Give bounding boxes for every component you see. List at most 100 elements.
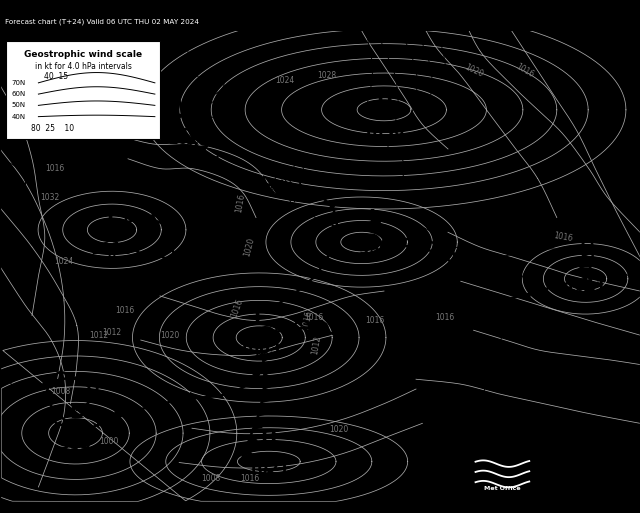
Polygon shape (323, 257, 334, 264)
Text: 1016: 1016 (229, 298, 244, 319)
Text: L: L (182, 98, 195, 117)
Text: 1012: 1012 (310, 335, 323, 355)
Text: 1012: 1012 (102, 328, 122, 337)
Text: 1032: 1032 (40, 193, 60, 203)
Polygon shape (262, 396, 270, 403)
Bar (470, 448, 534, 495)
Text: 1024: 1024 (275, 76, 294, 85)
Text: 1016: 1016 (234, 192, 246, 213)
Polygon shape (260, 341, 269, 348)
Text: 40N: 40N (12, 114, 26, 120)
Text: 1016: 1016 (115, 306, 134, 315)
Text: 1016: 1016 (304, 313, 323, 323)
Text: 1011: 1011 (564, 279, 607, 294)
Text: 1016: 1016 (553, 231, 573, 243)
Polygon shape (239, 171, 248, 180)
Text: 1016: 1016 (365, 316, 384, 325)
Polygon shape (327, 201, 338, 208)
Polygon shape (150, 400, 159, 407)
Polygon shape (312, 189, 321, 197)
Polygon shape (187, 67, 196, 74)
Polygon shape (172, 236, 181, 243)
Polygon shape (573, 280, 581, 287)
Text: 1021: 1021 (248, 462, 290, 477)
Polygon shape (331, 243, 341, 250)
Text: 1020: 1020 (463, 63, 484, 78)
Polygon shape (293, 184, 303, 191)
Text: 1016: 1016 (514, 62, 536, 80)
Polygon shape (147, 214, 156, 221)
Text: H: H (260, 428, 277, 447)
Polygon shape (522, 293, 531, 301)
Text: Geostrophic wind scale: Geostrophic wind scale (24, 50, 142, 59)
Polygon shape (113, 222, 121, 228)
Text: Forecast chart (T+24) Valid 06 UTC THU 02 MAY 2024: Forecast chart (T+24) Valid 06 UTC THU 0… (5, 19, 199, 25)
Text: in kt for 4.0 hPa intervals: in kt for 4.0 hPa intervals (35, 62, 132, 71)
Text: 1028: 1028 (317, 71, 336, 80)
Polygon shape (168, 396, 177, 402)
Polygon shape (66, 426, 74, 431)
Polygon shape (259, 409, 267, 416)
Polygon shape (539, 288, 547, 295)
Text: 1008: 1008 (51, 387, 70, 396)
Text: L: L (69, 403, 82, 422)
Polygon shape (241, 381, 249, 388)
Polygon shape (335, 230, 345, 238)
Polygon shape (225, 387, 233, 394)
Polygon shape (187, 392, 196, 399)
Polygon shape (74, 374, 81, 381)
Polygon shape (43, 383, 51, 389)
Text: 40  15: 40 15 (44, 72, 68, 81)
Text: L: L (579, 245, 592, 264)
Text: 993: 993 (60, 437, 92, 452)
Polygon shape (190, 133, 200, 141)
Polygon shape (47, 406, 56, 412)
Text: 1000: 1000 (99, 438, 118, 446)
Polygon shape (335, 215, 346, 223)
Polygon shape (115, 411, 123, 419)
Text: 1020: 1020 (243, 236, 257, 258)
Polygon shape (202, 57, 210, 64)
Text: 1018: 1018 (477, 451, 496, 460)
Polygon shape (257, 176, 266, 184)
Polygon shape (248, 436, 257, 442)
Text: 1020: 1020 (330, 425, 349, 433)
Polygon shape (197, 146, 207, 153)
Text: 1008: 1008 (202, 473, 221, 483)
Text: 1016: 1016 (435, 313, 454, 323)
Text: 1016: 1016 (240, 473, 259, 483)
Text: 80  25    10: 80 25 10 (31, 124, 74, 133)
Text: 1016: 1016 (45, 164, 64, 173)
Text: 1016: 1016 (91, 242, 133, 257)
Text: 1028: 1028 (363, 129, 405, 144)
Polygon shape (262, 354, 271, 361)
Polygon shape (98, 418, 106, 425)
Polygon shape (275, 180, 285, 188)
Polygon shape (222, 165, 232, 173)
Text: L: L (106, 208, 118, 227)
Text: 50N: 50N (12, 103, 26, 108)
Text: 1019: 1019 (168, 132, 210, 147)
Text: 60N: 60N (12, 91, 26, 97)
Polygon shape (273, 303, 282, 310)
Polygon shape (253, 422, 262, 429)
Polygon shape (556, 284, 564, 291)
Polygon shape (81, 425, 88, 431)
Bar (6, 41, 160, 139)
Polygon shape (287, 293, 298, 301)
Polygon shape (206, 390, 214, 397)
Polygon shape (208, 156, 218, 164)
Text: 1016: 1016 (301, 310, 314, 331)
Text: 999: 999 (358, 242, 390, 257)
Polygon shape (301, 283, 312, 290)
Polygon shape (143, 255, 152, 261)
Text: 1012: 1012 (90, 331, 109, 340)
Text: H: H (376, 96, 392, 115)
Polygon shape (243, 449, 252, 456)
Polygon shape (252, 372, 260, 378)
Polygon shape (264, 368, 273, 375)
Text: Met Office: Met Office (484, 486, 521, 490)
Text: 1020: 1020 (160, 331, 179, 340)
Text: L: L (368, 208, 381, 227)
Polygon shape (132, 405, 141, 412)
